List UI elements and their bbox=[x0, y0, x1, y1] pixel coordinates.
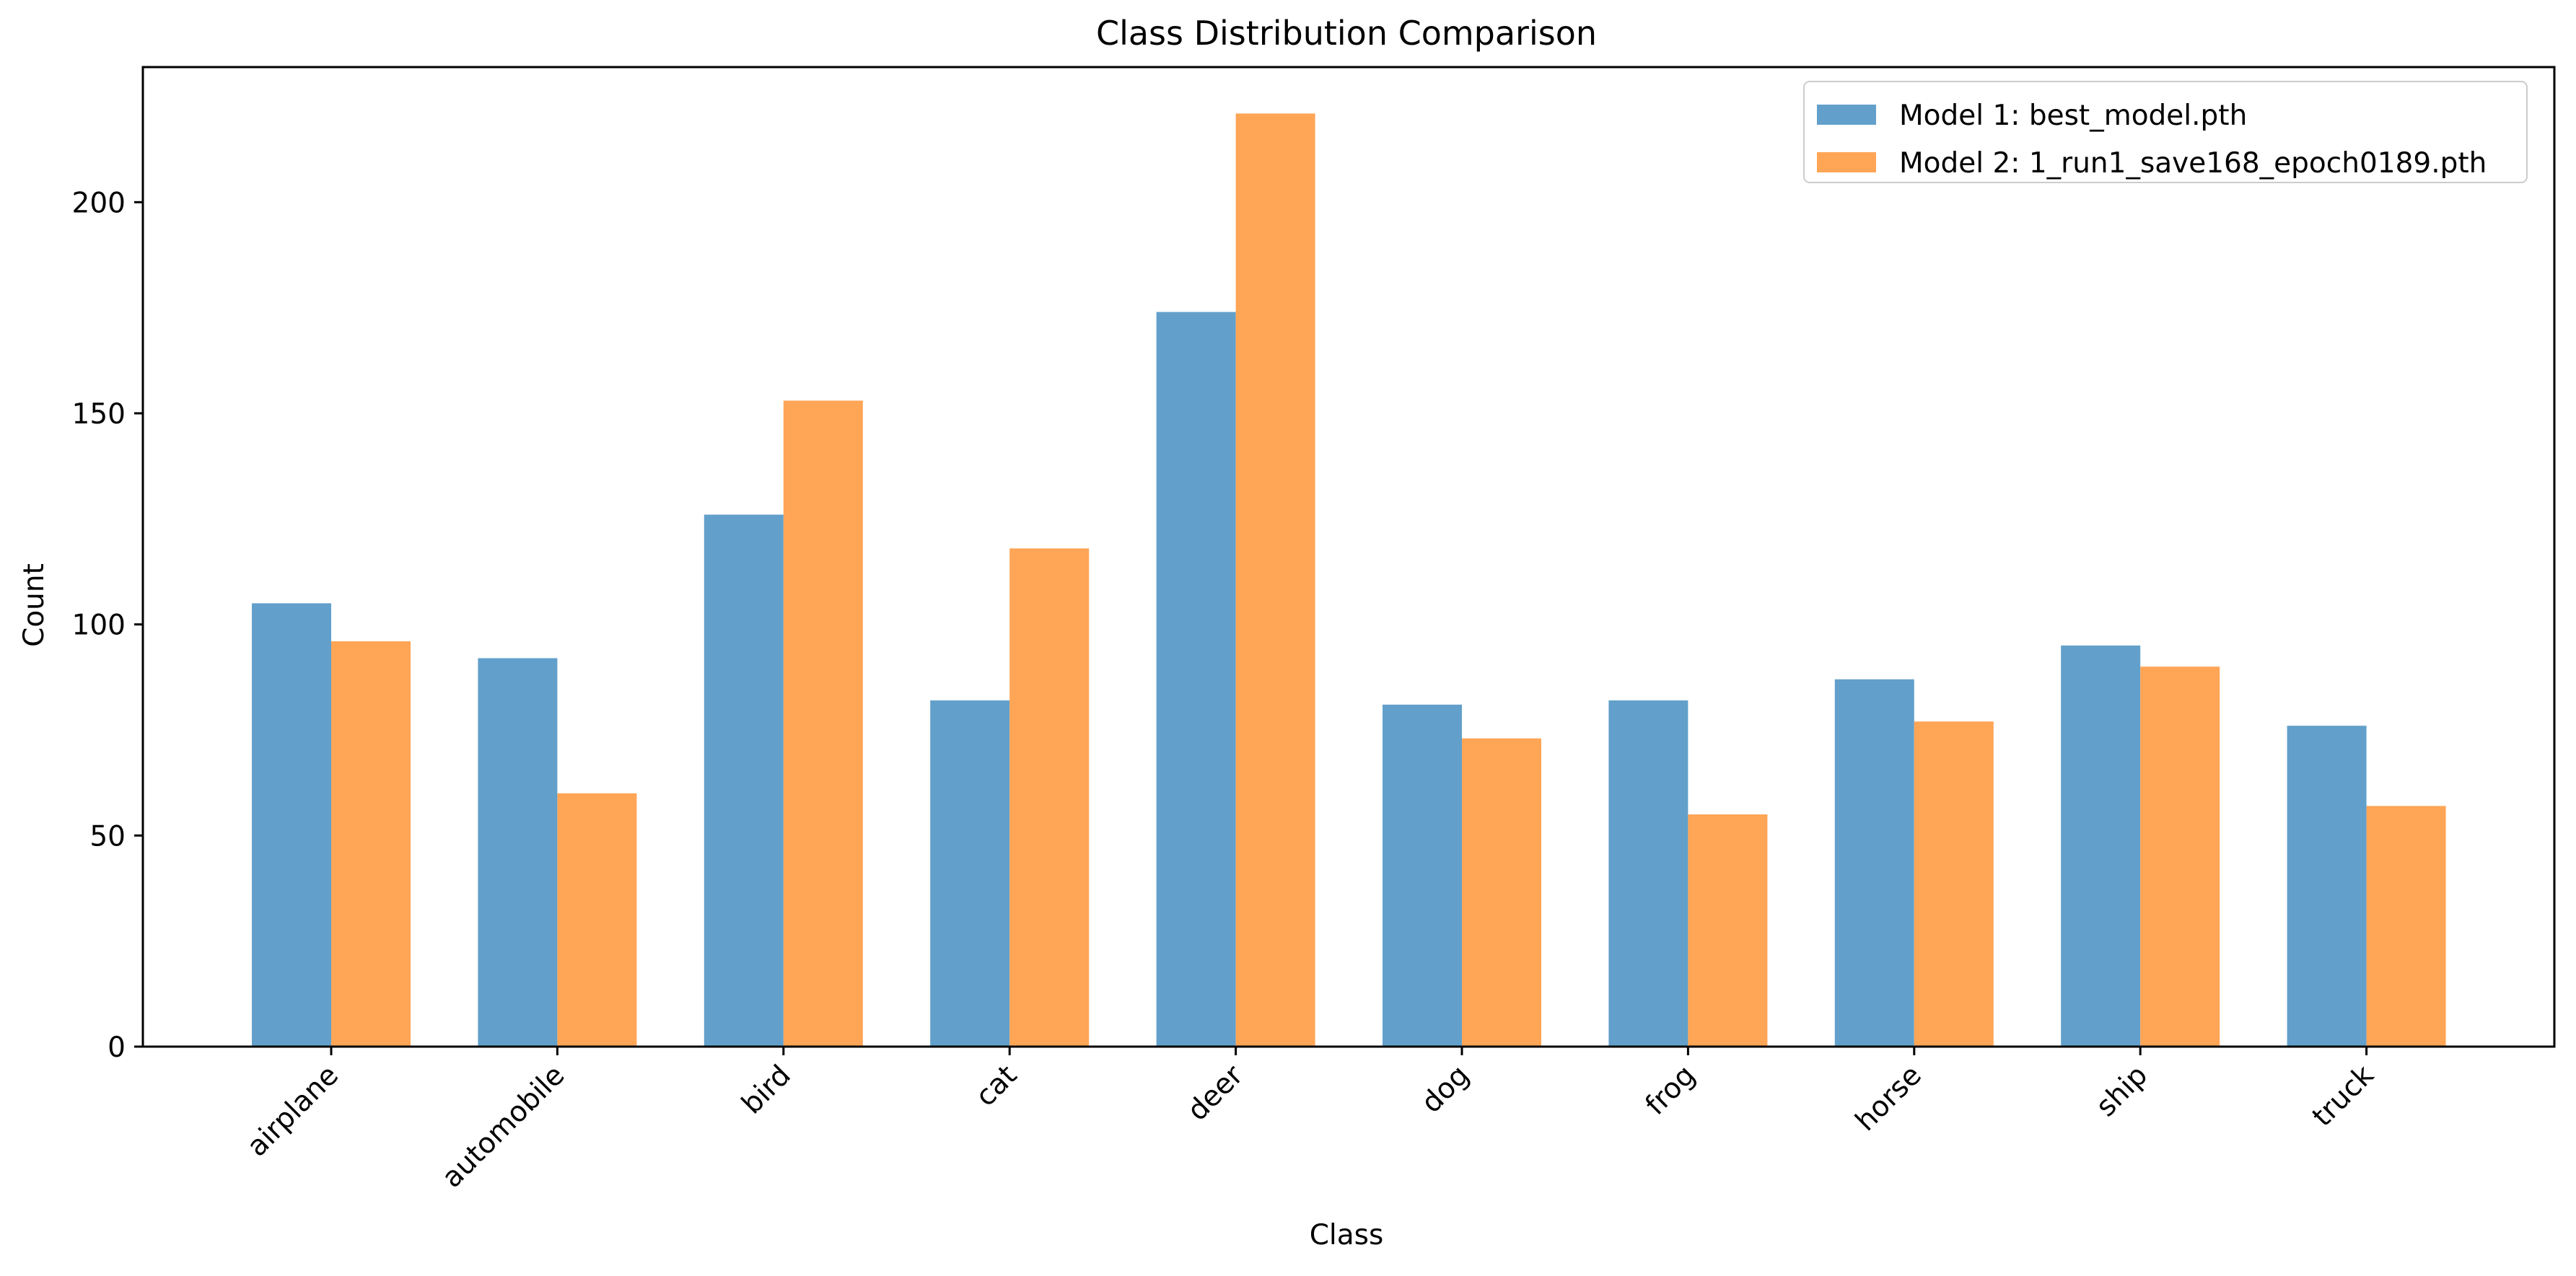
legend-swatch-series1 bbox=[1817, 105, 1876, 125]
legend-box bbox=[1803, 81, 2528, 183]
bar-series2-bird bbox=[783, 400, 863, 1047]
bar-series1-deer bbox=[1156, 312, 1236, 1047]
bar-series1-horse bbox=[1834, 679, 1914, 1047]
legend-label-series1: Model 1: best_model.pth bbox=[1899, 100, 2247, 132]
bar-series1-truck bbox=[2287, 726, 2367, 1047]
x-tick-label-truck: truck bbox=[2306, 1059, 2380, 1133]
bar-series1-ship bbox=[2061, 645, 2141, 1047]
y-tick-label: 150 bbox=[72, 398, 126, 431]
bar-series2-horse bbox=[1914, 721, 1994, 1047]
x-tick-label-cat: cat bbox=[970, 1059, 1024, 1113]
x-tick-label-deer: deer bbox=[1181, 1059, 1250, 1127]
bar-series1-bird bbox=[704, 514, 784, 1047]
plot-frame bbox=[141, 66, 2556, 1048]
y-tick-label: 100 bbox=[72, 610, 126, 642]
legend-label-series2: Model 2: 1_run1_save168_epoch0189.pth bbox=[1899, 147, 2487, 180]
bar-series1-automobile bbox=[478, 658, 558, 1047]
x-axis-label: Class bbox=[1310, 1219, 1384, 1251]
chart-legend: Model 1: best_model.pth Model 2: 1_run1_s… bbox=[1803, 81, 2528, 183]
bar-series2-cat bbox=[1009, 548, 1090, 1047]
x-tick-label-dog: dog bbox=[1415, 1059, 1476, 1119]
chart-title: Class Distribution Comparison bbox=[1096, 14, 1597, 53]
x-tick-label-automobile: automobile bbox=[436, 1059, 571, 1194]
bar-series1-frog bbox=[1608, 700, 1688, 1047]
y-tick-label: 200 bbox=[72, 187, 126, 219]
bar-series1-cat bbox=[930, 700, 1010, 1047]
bars-layer bbox=[252, 113, 2446, 1047]
bar-series2-deer bbox=[1235, 113, 1315, 1047]
x-tick-label-ship: ship bbox=[2090, 1059, 2154, 1123]
x-tick-label-bird: bird bbox=[736, 1059, 797, 1120]
x-tick-label-airplane: airplane bbox=[241, 1059, 345, 1163]
bar-series2-dog bbox=[1462, 738, 1541, 1047]
y-tick-label: 0 bbox=[108, 1031, 126, 1064]
x-tick-label-frog: frog bbox=[1639, 1059, 1702, 1122]
y-tick-label: 50 bbox=[89, 820, 126, 853]
bar-series2-truck bbox=[2366, 806, 2446, 1047]
bar-series2-automobile bbox=[557, 793, 637, 1047]
bar-series1-dog bbox=[1383, 704, 1462, 1047]
legend-swatch-series2 bbox=[1817, 152, 1876, 172]
bar-series2-frog bbox=[1688, 814, 1768, 1047]
bar-series2-ship bbox=[2140, 666, 2220, 1047]
y-axis-label: Count bbox=[18, 563, 51, 647]
x-tick-label-horse: horse bbox=[1849, 1059, 1928, 1138]
bar-series1-airplane bbox=[252, 603, 331, 1047]
bar-series2-airplane bbox=[331, 641, 411, 1047]
